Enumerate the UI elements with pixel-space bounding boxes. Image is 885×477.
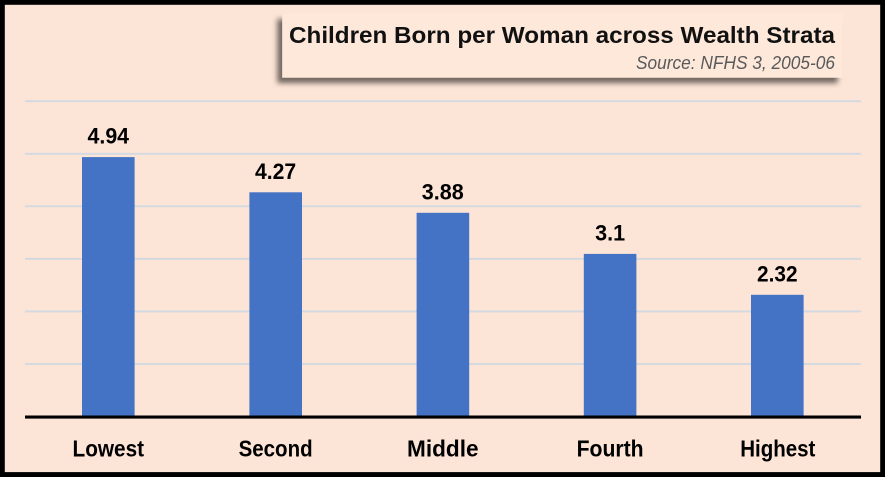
svg-text:Second: Second: [239, 435, 313, 461]
svg-text:Source: NFHS 3, 2005-06: Source: NFHS 3, 2005-06: [636, 52, 836, 73]
svg-text:Children Born per Woman across: Children Born per Woman across Wealth St…: [289, 22, 835, 48]
svg-text:Highest: Highest: [740, 435, 815, 461]
svg-text:Fourth: Fourth: [577, 435, 644, 461]
svg-text:3.1: 3.1: [595, 220, 625, 245]
svg-text:3.88: 3.88: [422, 179, 464, 204]
svg-text:4.94: 4.94: [88, 124, 130, 149]
svg-text:Lowest: Lowest: [73, 435, 145, 461]
svg-text:2.32: 2.32: [757, 261, 798, 286]
svg-text:4.27: 4.27: [255, 159, 296, 184]
svg-text:Middle: Middle: [407, 435, 479, 461]
